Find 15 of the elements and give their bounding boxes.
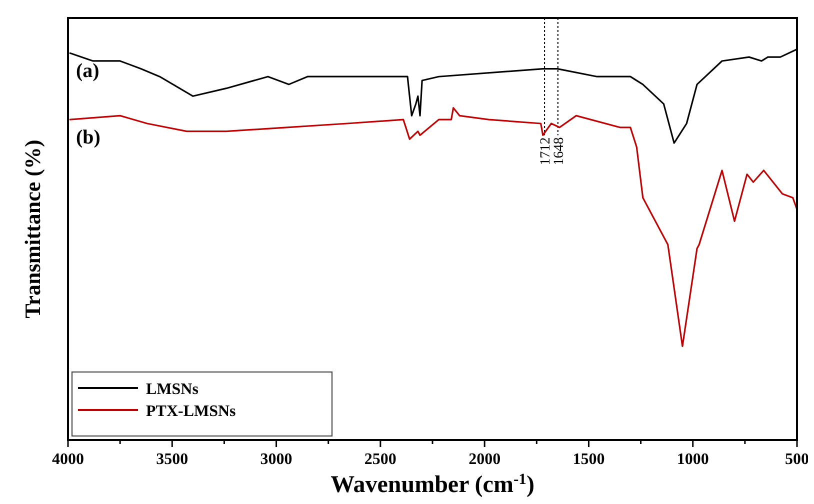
annotation: (b): [76, 126, 100, 149]
x-tick-label: 2500: [364, 451, 396, 468]
x-tick-label: 3500: [156, 451, 188, 468]
x-tick-label: 2000: [468, 451, 501, 468]
x-tick-label: 1500: [572, 451, 605, 468]
x-tick-label: 3000: [260, 451, 292, 468]
annotation: (a): [76, 60, 100, 82]
x-axis-title: Wavenumber (cm$^{-1}$): [330, 470, 534, 498]
x-tick-label: 4000: [52, 451, 84, 468]
y-axis-title: Transmittance (%): [20, 140, 45, 318]
x-tick-label: 1000: [676, 451, 709, 468]
legend-label: LMSNs: [146, 381, 198, 398]
legend-label: PTX-LMSNs: [146, 403, 236, 420]
ref-line-label: 1712: [538, 137, 554, 166]
ref-line-label: 1648: [552, 137, 567, 166]
